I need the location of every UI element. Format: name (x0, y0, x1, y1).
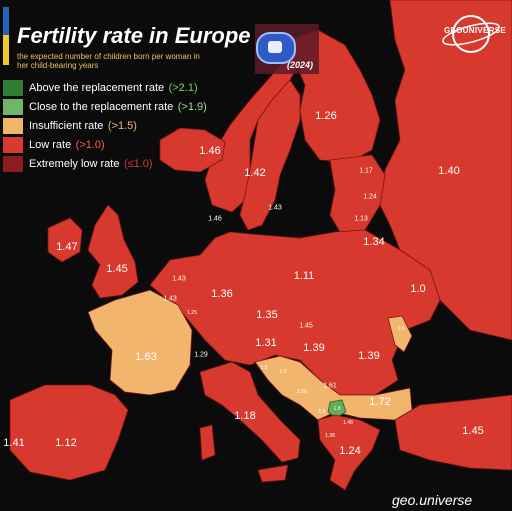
legend-item-above: Above the replacement rate (>2.1) (3, 78, 207, 97)
value-north-macedonia: 1.48 (343, 420, 353, 426)
map-title: Fertility rate in Europe (17, 23, 251, 48)
value-iceland: 1.46 (199, 145, 221, 157)
value-croatia: 1.5 (279, 369, 287, 375)
value-bulgaria: 1.72 (369, 396, 391, 408)
value-turkey: 1.45 (462, 425, 484, 437)
value-sweden: 1.43 (268, 204, 282, 212)
legend-swatch (3, 98, 23, 115)
legend-swatch (3, 79, 23, 96)
moldova-shape (387, 315, 413, 353)
value-lithuania: 1.13 (354, 215, 368, 223)
legend-swatch (3, 117, 23, 134)
ireland-shape (47, 217, 83, 263)
greece-shape (317, 414, 381, 491)
iceland-shape (159, 127, 226, 173)
watermark: geo.universe (392, 492, 473, 508)
value-spain: 1.12 (55, 437, 77, 449)
legend-label: Extremely low rate (29, 157, 120, 170)
legend-threshold: (>1.0) (75, 138, 105, 151)
value-bosnia: 1.58 (297, 389, 307, 395)
value-serbia: 1.61 (323, 382, 337, 390)
value-switzerland: 1.29 (194, 351, 208, 359)
legend: Above the replacement rate (>2.1) Close … (3, 78, 207, 173)
legend-swatch (3, 136, 23, 153)
sicily-shape (257, 464, 289, 483)
turkey-shape (394, 394, 512, 471)
value-finland: 1.26 (315, 110, 337, 122)
value-belarus: 1.34 (363, 236, 385, 248)
legend-threshold: (>2.1) (168, 81, 198, 94)
legend-item-insufficient: Insufficient rate (>1.5) (3, 116, 207, 135)
italy-shape (199, 361, 301, 463)
value-estonia: 1.17 (359, 167, 373, 175)
value-hungary: 1.39 (303, 342, 325, 354)
value-uk: 1.45 (106, 263, 128, 275)
value-russia: 1.40 (438, 165, 460, 177)
legend-swatch (3, 155, 23, 172)
value-albania: 1.38 (325, 433, 335, 439)
value-italy: 1.18 (234, 410, 256, 422)
iberia-shape (9, 384, 129, 481)
legend-label: Close to the replacement rate (29, 100, 174, 113)
map-year: (2024) (287, 60, 314, 70)
flag-stripe (3, 7, 9, 65)
legend-threshold: (>1.5) (107, 119, 137, 132)
value-ireland: 1.47 (56, 241, 78, 253)
sweden-shape (239, 79, 301, 231)
value-latvia: 1.24 (363, 193, 377, 201)
legend-threshold: (≤1.0) (123, 157, 153, 170)
kosovo-shape (327, 399, 347, 419)
value-denmark: 1.46 (208, 215, 222, 223)
value-moldova: 1.6 (397, 326, 405, 332)
baby-icon (256, 32, 296, 64)
value-slovakia: 1.45 (299, 322, 313, 330)
value-austria: 1.31 (255, 337, 277, 349)
logo-text: GEOUNIVERSE (444, 26, 506, 35)
value-belgium: 1.43 (163, 295, 177, 303)
value-ukraine: 1.0 (410, 283, 426, 295)
value-poland: 1.11 (293, 270, 315, 282)
value-slovenia: 1.5 (260, 365, 268, 371)
value-greece: 1.24 (339, 445, 361, 457)
legend-label: Insufficient rate (29, 119, 104, 132)
value-montenegro: 1.5 (318, 409, 326, 415)
value-romania: 1.39 (358, 350, 380, 362)
value-netherlands: 1.43 (172, 275, 186, 283)
map-subtitle: the expected number of children born per… (17, 52, 200, 70)
value-luxembourg: 1.25 (187, 310, 197, 316)
value-portugal: 1.41 (3, 437, 25, 449)
sardinia-shape (199, 424, 216, 461)
geouniverse-logo: GEOUNIVERSE (441, 12, 506, 56)
value-germany: 1.36 (211, 288, 233, 300)
value-czechia: 1.35 (256, 309, 278, 321)
legend-label: Low rate (29, 138, 72, 151)
title-block: Fertility rate in Europe the expected nu… (3, 5, 293, 73)
russia-shape (379, 0, 512, 341)
value-france: 1.63 (135, 351, 157, 363)
globe-icon (442, 15, 500, 53)
legend-label: Above the replacement rate (29, 81, 165, 94)
value-norway: 1.42 (244, 167, 266, 179)
baby-icon-inner (268, 41, 282, 53)
central-europe-shape (149, 229, 441, 396)
legend-item-close: Close to the replacement rate (>1.9) (3, 97, 207, 116)
legend-item-extremely-low: Extremely low rate (≤1.0) (3, 154, 207, 173)
uk-shape (87, 204, 139, 299)
value-kosovo: 1.9 (333, 406, 341, 412)
france-shape (87, 289, 193, 396)
legend-item-low: Low rate (>1.0) (3, 135, 207, 154)
legend-threshold: (>1.9) (177, 100, 207, 113)
